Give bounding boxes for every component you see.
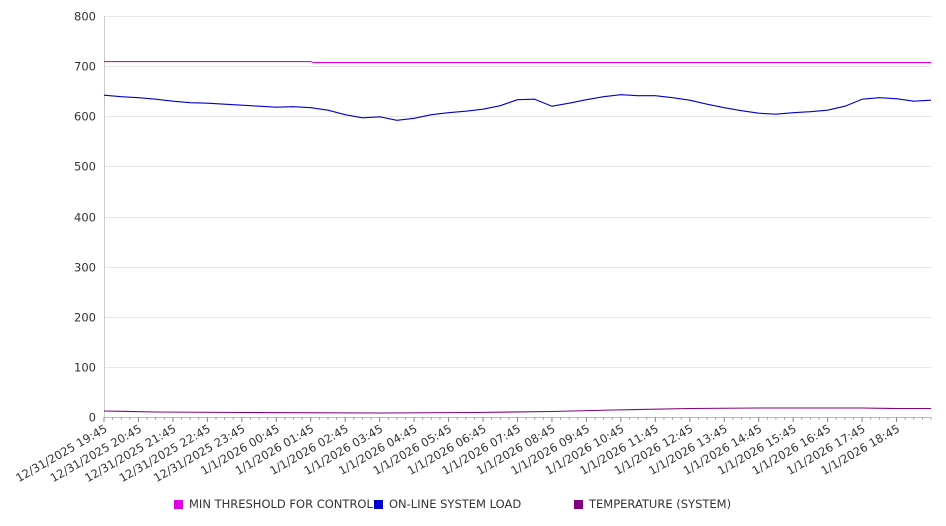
- y-tick-label: 100: [74, 361, 96, 375]
- legend-label-temperature: TEMPERATURE (SYSTEM): [589, 497, 732, 511]
- legend-label-system-load: ON-LINE SYSTEM LOAD: [389, 497, 522, 511]
- legend-label-min-threshold: MIN THRESHOLD FOR CONTROL: [189, 497, 373, 511]
- y-tick-label: 300: [74, 261, 96, 275]
- legend-swatch-system-load: [374, 499, 383, 509]
- y-tick-label: 400: [74, 211, 96, 225]
- legend-item-system-load[interactable]: ON-LINE SYSTEM LOAD: [374, 497, 521, 511]
- series-line-temperature: [103, 407, 931, 414]
- chart-legend: MIN THRESHOLD FOR CONTROL ON-LINE SYSTEM…: [0, 497, 946, 515]
- y-tick-label: 500: [74, 160, 96, 174]
- series-line-system-load: [103, 94, 932, 121]
- y-tick-label: 800: [74, 10, 96, 24]
- y-tick-label: 600: [74, 110, 96, 124]
- legend-swatch-min-threshold: [174, 499, 183, 509]
- legend-item-temperature[interactable]: TEMPERATURE (SYSTEM): [574, 497, 731, 511]
- y-tick-label: 0: [89, 411, 96, 425]
- series-line-min-threshold: [104, 61, 931, 64]
- y-tick-label: 700: [74, 60, 96, 74]
- y-tick-label: 200: [74, 311, 96, 325]
- legend-swatch-temperature: [574, 499, 583, 509]
- legend-item-min-threshold[interactable]: MIN THRESHOLD FOR CONTROL: [174, 497, 373, 511]
